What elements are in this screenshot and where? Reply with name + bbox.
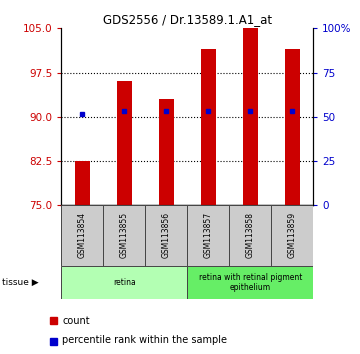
Title: GDS2556 / Dr.13589.1.A1_at: GDS2556 / Dr.13589.1.A1_at: [103, 13, 272, 26]
Bar: [271, 205, 313, 266]
Text: GSM113859: GSM113859: [288, 212, 297, 258]
Text: GSM113855: GSM113855: [120, 212, 129, 258]
Bar: [201, 49, 216, 205]
Bar: [145, 205, 187, 266]
Bar: [229, 205, 271, 266]
Text: count: count: [62, 315, 90, 326]
Bar: [285, 49, 300, 205]
Bar: [243, 28, 257, 205]
Text: GSM113854: GSM113854: [78, 212, 87, 258]
Text: GSM113858: GSM113858: [246, 212, 255, 258]
Text: GSM113857: GSM113857: [204, 212, 213, 258]
Text: percentile rank within the sample: percentile rank within the sample: [62, 335, 227, 346]
Text: retina: retina: [113, 278, 136, 287]
Bar: [103, 205, 145, 266]
Text: tissue ▶: tissue ▶: [2, 278, 39, 287]
Bar: [187, 205, 229, 266]
Text: retina with retinal pigment
epithelium: retina with retinal pigment epithelium: [198, 273, 302, 292]
Bar: [61, 205, 103, 266]
Bar: [187, 266, 313, 299]
Bar: [117, 81, 131, 205]
Bar: [61, 266, 187, 299]
Bar: [75, 161, 90, 205]
Text: GSM113856: GSM113856: [162, 212, 171, 258]
Bar: [159, 99, 174, 205]
